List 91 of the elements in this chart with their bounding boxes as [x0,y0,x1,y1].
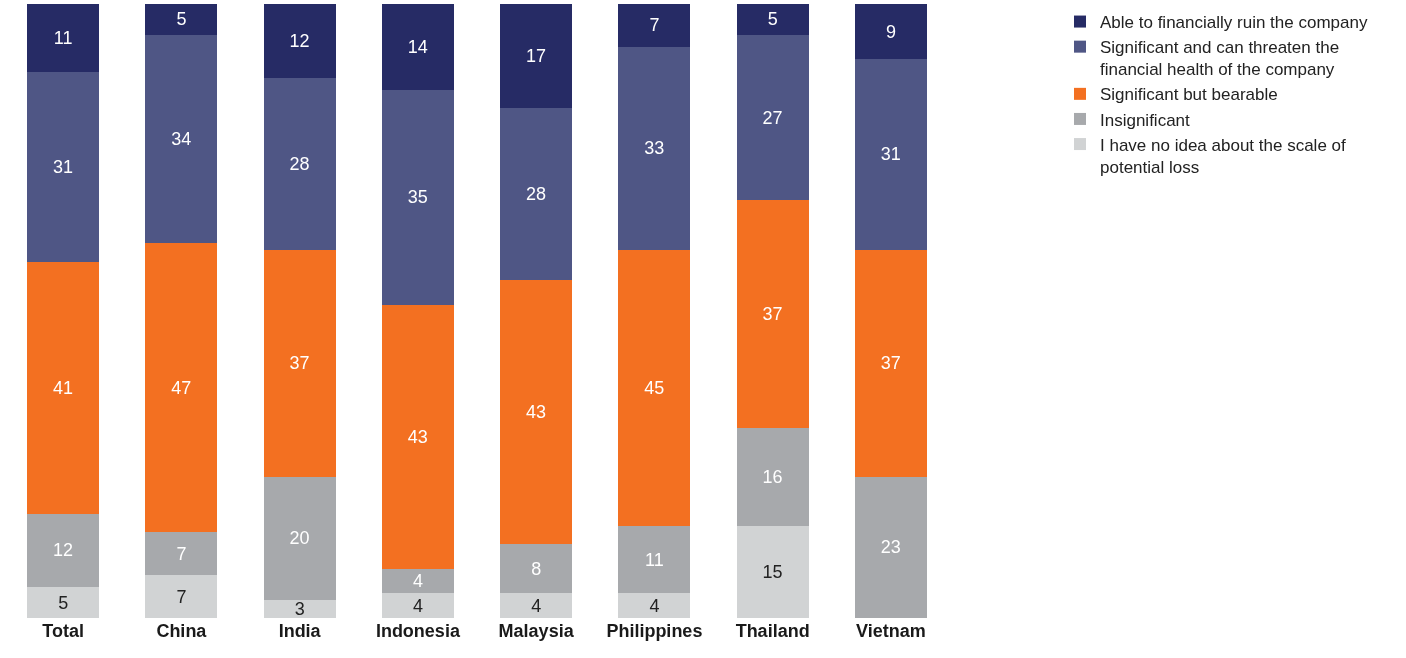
data-label: 3 [294,598,305,619]
bar [27,587,100,618]
bar [618,249,691,526]
bar [618,46,691,250]
data-label: 23 [880,537,901,558]
data-label: 28 [289,153,310,174]
data-label: 17 [526,46,547,67]
bar [27,71,100,262]
data-label: 5 [767,9,778,30]
bar [500,280,573,545]
data-label: 37 [762,304,783,325]
x-tick-label: Thailand [735,621,810,641]
bar [381,568,454,594]
bar [145,532,218,576]
bar [263,599,336,618]
data-label: 7 [176,543,187,564]
data-label: 14 [407,36,428,57]
data-label: 35 [407,187,428,208]
data-label: 4 [412,571,423,592]
x-tick-label: Philippines [606,621,703,641]
legend-label: Significant but bearable [1100,85,1278,105]
x-tick-label: India [278,621,322,641]
data-label: 41 [53,377,74,398]
bar [27,513,100,588]
data-label: 12 [289,30,310,51]
data-label: 7 [649,15,660,36]
data-label: 37 [880,353,901,374]
bar [854,59,927,250]
legend-label: Significant and can threaten the financial health of the company [1100,38,1340,80]
data-label: 11 [645,549,664,570]
bar [381,89,454,305]
bar [736,200,809,428]
bar [736,427,809,526]
data-label: 37 [289,353,310,374]
data-label: 11 [53,27,73,48]
data-label: 33 [644,138,665,159]
bar [27,261,100,514]
data-label: 16 [762,466,783,487]
data-label: 7 [176,586,187,607]
legend-label: Able to financially ruin the company [1100,13,1368,33]
bar [618,4,691,47]
bar [736,525,809,618]
x-tick-label: Total [42,621,84,641]
bar [145,4,218,35]
bar [854,4,927,60]
bar [27,4,100,72]
x-tick-label: Vietnam [856,621,926,641]
data-label: 31 [880,144,901,165]
bar [500,108,573,281]
data-label: 28 [526,184,547,205]
bar [618,593,691,618]
bar [145,34,218,244]
bar [263,4,336,78]
data-label: 4 [649,595,660,616]
bar [145,575,218,618]
data-label: 31 [53,156,74,177]
data-label: 4 [412,595,423,616]
legend-label: I have no idea about the scale of potential loss [1100,135,1347,177]
data-label: 43 [526,402,547,423]
data-label: 15 [762,561,783,582]
data-label: 5 [176,9,187,30]
x-tick-label: China [156,621,208,641]
bar [263,77,336,250]
x-tick-label: Indonesia [375,621,461,641]
data-label: 9 [885,21,896,42]
bar [618,525,691,594]
data-label: 27 [762,107,783,128]
bar [145,243,218,533]
data-label: 8 [531,558,542,579]
bar [736,4,809,35]
data-label: 5 [58,592,69,613]
data-label: 43 [407,426,428,447]
bar [500,593,573,618]
bar [500,4,573,109]
bar [500,544,573,594]
bar [381,593,454,618]
bar [736,34,809,201]
x-tick-label: Malaysia [498,621,575,641]
data-label: 20 [289,528,310,549]
legend-label: Insignificant [1100,110,1191,130]
bar [263,476,336,600]
data-label: 12 [53,540,74,561]
data-label: 45 [644,377,665,398]
bar [381,304,454,569]
bar [263,249,336,477]
bar [854,249,927,477]
data-label: 34 [171,129,192,150]
bar [854,476,927,618]
data-label: 47 [171,377,192,398]
data-label: 4 [531,595,542,616]
bar [381,4,454,90]
